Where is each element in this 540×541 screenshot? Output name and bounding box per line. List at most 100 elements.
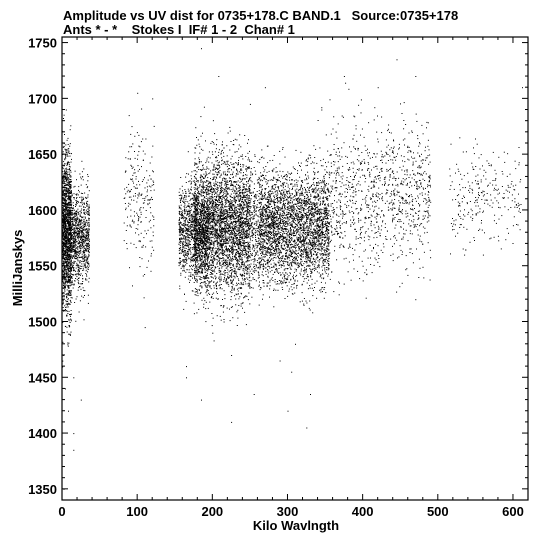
data-point <box>66 183 68 185</box>
data-point <box>178 205 180 207</box>
data-point <box>67 259 69 261</box>
data-point <box>65 190 67 192</box>
data-point <box>230 141 232 142</box>
data-point <box>189 192 191 194</box>
data-point <box>138 180 139 182</box>
data-point <box>135 178 137 180</box>
data-point <box>77 260 79 262</box>
data-point <box>62 300 64 302</box>
data-point <box>146 182 148 184</box>
data-point <box>193 203 195 205</box>
data-point <box>67 162 68 164</box>
data-point <box>189 214 191 216</box>
data-point <box>65 249 67 251</box>
data-point <box>142 246 144 248</box>
data-point <box>66 206 68 208</box>
data-point <box>179 239 181 241</box>
data-point <box>224 230 225 232</box>
data-point <box>129 224 131 226</box>
data-point <box>125 170 127 172</box>
data-point <box>76 264 78 266</box>
data-point <box>223 319 225 320</box>
data-point <box>242 268 244 270</box>
data-point <box>72 219 74 221</box>
data-point <box>197 224 199 226</box>
data-point <box>194 236 196 238</box>
data-point <box>226 238 228 240</box>
data-point <box>68 162 70 164</box>
data-point <box>187 278 189 280</box>
data-point <box>245 168 247 170</box>
data-point <box>88 239 89 241</box>
data-point <box>183 270 185 272</box>
data-point <box>193 256 195 257</box>
data-point <box>130 164 132 166</box>
data-point <box>146 170 148 172</box>
data-point <box>206 233 208 234</box>
data-point <box>79 232 81 234</box>
data-point <box>221 159 223 161</box>
data-point <box>67 235 69 237</box>
data-point <box>207 245 209 247</box>
data-point <box>246 185 248 187</box>
data-point <box>233 249 235 251</box>
data-point <box>133 195 134 197</box>
data-point <box>192 266 194 268</box>
data-point <box>222 249 224 250</box>
data-point <box>133 172 135 174</box>
data-point <box>69 228 71 230</box>
data-point <box>205 239 207 241</box>
data-point <box>63 248 65 250</box>
data-point <box>179 262 181 264</box>
data-point <box>66 239 68 241</box>
data-point <box>207 258 208 260</box>
data-point <box>68 210 70 212</box>
data-point <box>216 242 218 244</box>
data-point <box>200 255 202 256</box>
data-point <box>87 271 89 273</box>
data-point <box>70 221 72 223</box>
data-point <box>214 229 216 231</box>
data-point <box>187 244 189 246</box>
data-point <box>221 232 223 234</box>
data-point <box>63 273 65 275</box>
data-point <box>62 178 64 180</box>
data-point <box>69 201 71 203</box>
data-point <box>198 191 200 193</box>
data-point <box>66 261 68 263</box>
data-point <box>68 294 70 296</box>
data-point <box>180 199 182 201</box>
data-point <box>67 292 69 294</box>
data-point <box>70 190 72 192</box>
data-point <box>65 187 67 189</box>
data-point <box>183 251 184 253</box>
data-point <box>83 209 85 211</box>
data-point <box>76 202 77 203</box>
data-point <box>73 197 75 198</box>
data-point <box>218 165 220 167</box>
data-point <box>71 210 73 212</box>
data-point <box>88 232 89 234</box>
data-point <box>242 200 244 202</box>
data-point <box>71 217 73 219</box>
data-point <box>191 258 193 260</box>
data-point <box>204 214 206 216</box>
data-point <box>240 233 242 235</box>
data-point <box>184 261 186 263</box>
data-point <box>67 216 69 218</box>
data-point <box>68 150 70 152</box>
data-point <box>64 258 66 260</box>
data-point <box>203 261 204 263</box>
data-point <box>65 285 66 287</box>
data-point <box>66 169 68 171</box>
data-point <box>77 259 79 261</box>
data-point <box>203 233 205 235</box>
data-point <box>234 211 236 213</box>
data-point <box>78 252 80 254</box>
data-point <box>219 244 221 245</box>
data-point <box>247 233 249 235</box>
data-point <box>239 203 241 204</box>
data-point <box>217 162 219 164</box>
data-point <box>71 218 73 220</box>
data-point <box>64 270 65 272</box>
